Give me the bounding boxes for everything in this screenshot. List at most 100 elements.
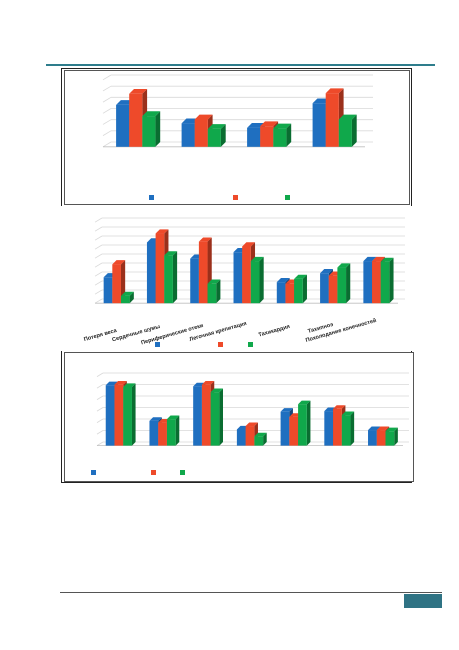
chart-panel-2: Потеря веса Сердечные шумы Периферические …	[61, 206, 412, 351]
gridline-slant	[96, 395, 104, 400]
bar-top	[242, 242, 256, 247]
bar-top	[260, 121, 279, 127]
bar-chart-1	[102, 74, 373, 200]
bar-top	[273, 123, 292, 129]
bar-series-3	[164, 255, 173, 304]
chart-panel-1	[64, 70, 410, 205]
bar-series-3	[142, 116, 156, 147]
legend-swatch-series-1	[155, 342, 160, 347]
bar-side	[263, 432, 267, 446]
bar-top	[276, 277, 290, 283]
bar-top	[210, 388, 223, 393]
gridline-slant	[102, 74, 112, 81]
bar-series-2	[325, 93, 339, 147]
bar-chart-3	[91, 372, 409, 475]
gridline-slant	[94, 289, 103, 295]
header-rule	[46, 64, 435, 66]
bar-top	[129, 88, 148, 94]
bar-series-3	[338, 119, 352, 147]
category-label: Тахикардия	[258, 324, 291, 339]
bar-series-2	[333, 408, 342, 446]
bar-series-3	[294, 278, 303, 304]
bar-series-1	[247, 127, 261, 147]
bar-series-3	[210, 392, 220, 446]
gridline-slant	[94, 298, 103, 304]
bar-side	[175, 415, 180, 446]
bar-top	[254, 432, 267, 437]
gridline-slant	[94, 271, 103, 277]
gridline-slant	[96, 418, 104, 423]
legend-swatch-series-2	[233, 195, 238, 200]
bar-top	[280, 408, 293, 412]
bar-side	[155, 111, 161, 147]
gridline-slant	[96, 430, 104, 435]
bar-top	[155, 229, 169, 234]
gridline-slant	[94, 253, 103, 259]
gridline-slant	[94, 217, 103, 223]
bar-series-3	[207, 128, 221, 147]
bar-top	[166, 415, 180, 420]
bar-top	[112, 260, 126, 265]
bar-top	[294, 274, 307, 279]
bar-side	[216, 279, 221, 304]
bar-top	[207, 279, 221, 284]
bar-series-1	[280, 411, 290, 446]
bar-series-2	[114, 384, 124, 446]
legend-swatch-series-3	[180, 470, 185, 475]
bar-top	[164, 251, 178, 256]
bar-series-1	[181, 123, 195, 147]
bar-top	[341, 411, 355, 416]
bar-series-1	[116, 104, 130, 147]
bar-top	[372, 256, 385, 262]
chart-panel-3	[64, 352, 414, 482]
bar-top	[198, 237, 212, 242]
gridline-slant	[102, 141, 112, 148]
bar-side	[259, 256, 264, 304]
gridline-slant	[102, 130, 112, 136]
bar-top	[337, 263, 351, 268]
bar-top	[120, 291, 134, 296]
bar-series-2	[245, 426, 255, 446]
bar-side	[350, 411, 355, 446]
bar-side	[219, 388, 223, 446]
gridline-slant	[102, 119, 112, 125]
bar-side	[286, 123, 292, 147]
bar-series-2	[376, 430, 386, 446]
bar-series-3	[207, 283, 217, 304]
bar-side	[394, 427, 398, 446]
gridline-slant	[96, 384, 104, 389]
bar-side	[302, 274, 307, 304]
bar-series-1	[103, 277, 113, 304]
bar-series-1	[149, 420, 159, 446]
bar-side	[346, 263, 351, 304]
bar-side	[220, 124, 226, 147]
legend-swatch-series-1	[91, 470, 96, 475]
bar-top	[142, 111, 161, 117]
bar-side	[389, 257, 394, 304]
bar-side	[120, 260, 126, 304]
bar-top	[338, 114, 357, 120]
category-label: Периферические отеки	[140, 322, 204, 347]
bar-side	[129, 291, 134, 304]
bar-series-3	[337, 267, 347, 304]
bar-top	[376, 426, 390, 431]
bar-side	[306, 400, 311, 446]
gridline-slant	[94, 235, 103, 241]
page-number-tab	[404, 594, 442, 608]
gridline-slant	[96, 372, 104, 377]
bar-series-3	[341, 415, 351, 446]
gridline-slant	[94, 244, 103, 250]
bar-series-3	[166, 419, 176, 446]
bar-series-1	[233, 252, 243, 304]
bar-top	[114, 381, 127, 385]
bar-series-1	[146, 242, 156, 304]
bar-series-2	[242, 246, 251, 304]
bar-series-2	[155, 233, 165, 304]
bar-series-2	[129, 93, 143, 147]
bar-series-2	[158, 422, 167, 446]
gridline-slant	[94, 226, 103, 232]
legend-swatch-series-1	[149, 195, 154, 200]
bar-series-1	[276, 282, 286, 304]
bar-top	[250, 256, 264, 262]
